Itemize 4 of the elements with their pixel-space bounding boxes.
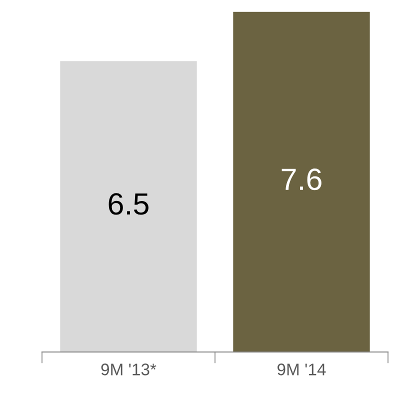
x-tick-label: 9M '14 — [278, 364, 326, 376]
x-tick-label: 9M '13* — [101, 364, 156, 376]
data-label: 7.6 — [282, 168, 322, 190]
data-label: 6.5 — [108, 193, 148, 215]
